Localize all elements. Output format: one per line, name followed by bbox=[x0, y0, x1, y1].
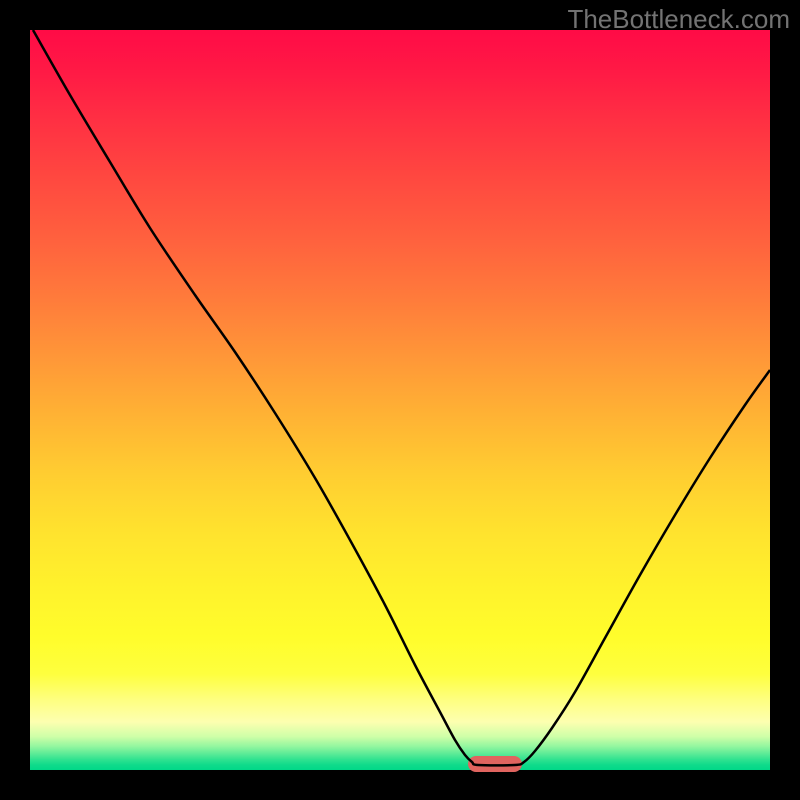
plot-background bbox=[30, 30, 770, 770]
bottleneck-chart bbox=[0, 0, 800, 800]
watermark-text: TheBottleneck.com bbox=[567, 4, 790, 35]
